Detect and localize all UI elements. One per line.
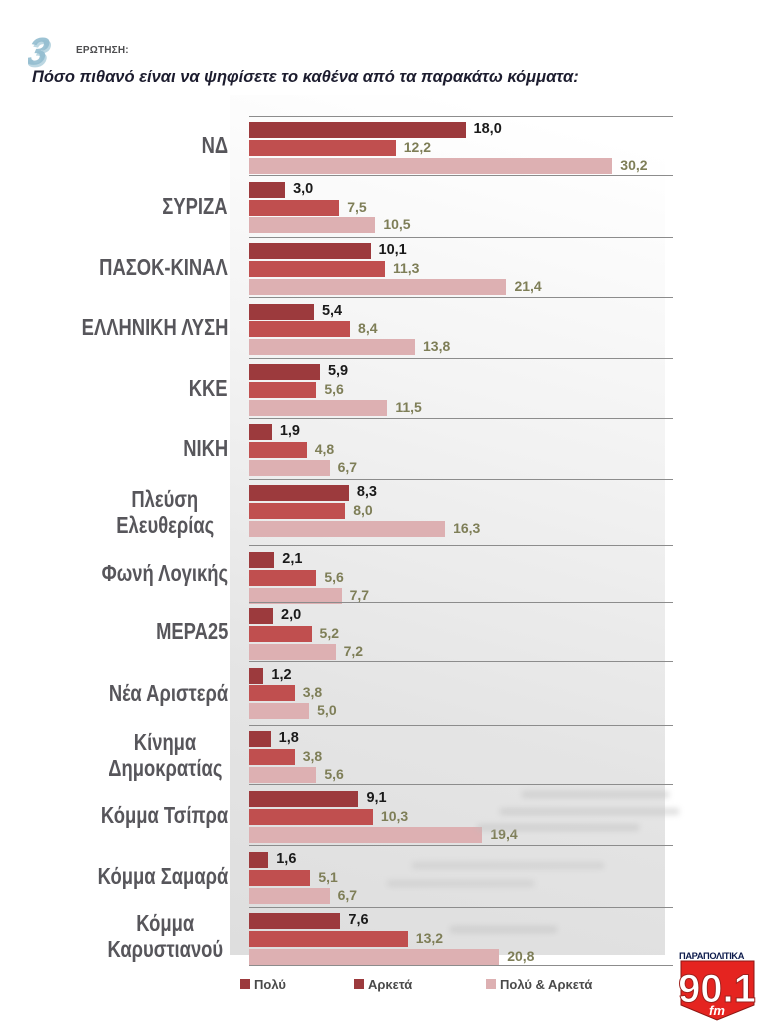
svg-text:ΠΑΡΑΠΟΛΙΤΙΚΑ: ΠΑΡΑΠΟΛΙΤΙΚΑ — [679, 951, 745, 961]
svg-text:fm: fm — [709, 1003, 725, 1018]
